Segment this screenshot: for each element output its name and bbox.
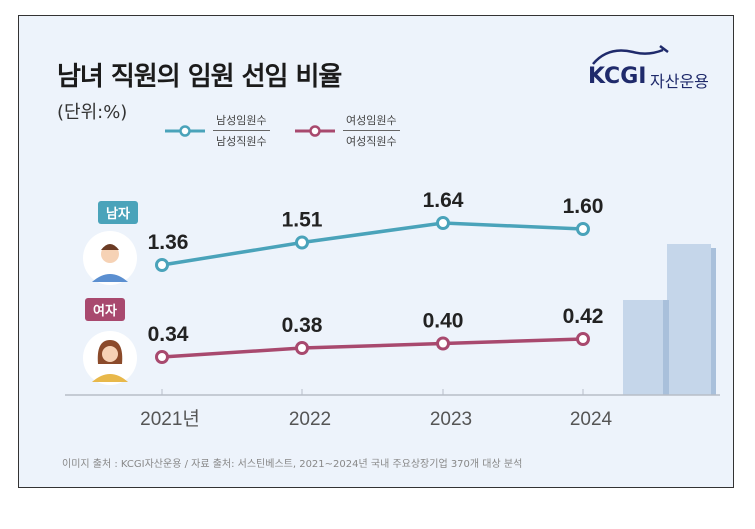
data-label: 1.60 bbox=[563, 195, 604, 218]
legend-female-numerator: 여성임원수 bbox=[343, 112, 400, 131]
legend-male-numerator: 남성임원수 bbox=[213, 112, 270, 131]
chart-title: 남녀 직원의 임원 선임 비율 bbox=[57, 62, 342, 92]
male-avatar-icon bbox=[83, 231, 137, 285]
x-tick-label: 2021년 bbox=[140, 408, 200, 430]
series-line-0 bbox=[161, 221, 584, 267]
legend-male-marker-icon bbox=[165, 124, 205, 137]
data-point bbox=[295, 235, 309, 250]
buildings-illustration-icon bbox=[623, 244, 716, 395]
logo-brand: KCGI bbox=[588, 64, 647, 89]
data-point bbox=[576, 222, 590, 236]
chart-card bbox=[18, 15, 734, 488]
data-label: 1.64 bbox=[423, 189, 464, 212]
data-point bbox=[155, 258, 169, 272]
data-point bbox=[576, 332, 590, 346]
data-label: 1.36 bbox=[148, 231, 189, 254]
x-tick-label: 2023 bbox=[430, 409, 472, 430]
x-tick-label: 2022 bbox=[289, 409, 331, 430]
series-line-1 bbox=[161, 337, 584, 359]
data-point bbox=[155, 350, 169, 364]
data-label: 1.51 bbox=[282, 209, 323, 232]
data-label: 0.42 bbox=[563, 305, 604, 328]
legend-female-marker-icon bbox=[295, 124, 335, 137]
data-point bbox=[436, 216, 450, 230]
data-label: 0.38 bbox=[282, 314, 323, 337]
data-point bbox=[295, 341, 309, 355]
unit-label: (단위:%) bbox=[57, 102, 128, 123]
female-avatar-icon bbox=[83, 331, 137, 385]
x-tick-label: 2024 bbox=[570, 409, 613, 430]
data-label: 0.34 bbox=[148, 323, 189, 346]
logo-sub: 자산운용 bbox=[650, 72, 709, 91]
data-label: 0.40 bbox=[423, 310, 464, 333]
legend-male-denominator: 남성직원수 bbox=[216, 135, 267, 148]
source-footer: 이미지 출처 : KCGI자산운용 / 자료 출처: 서스틴베스트, 2021~… bbox=[62, 459, 523, 470]
kcgi-bull-logo-icon bbox=[592, 45, 669, 65]
badge-male: 남자 bbox=[98, 201, 138, 224]
data-point bbox=[436, 336, 450, 351]
badge-female: 여자 bbox=[85, 298, 125, 321]
legend-female-denominator: 여성직원수 bbox=[346, 135, 397, 148]
